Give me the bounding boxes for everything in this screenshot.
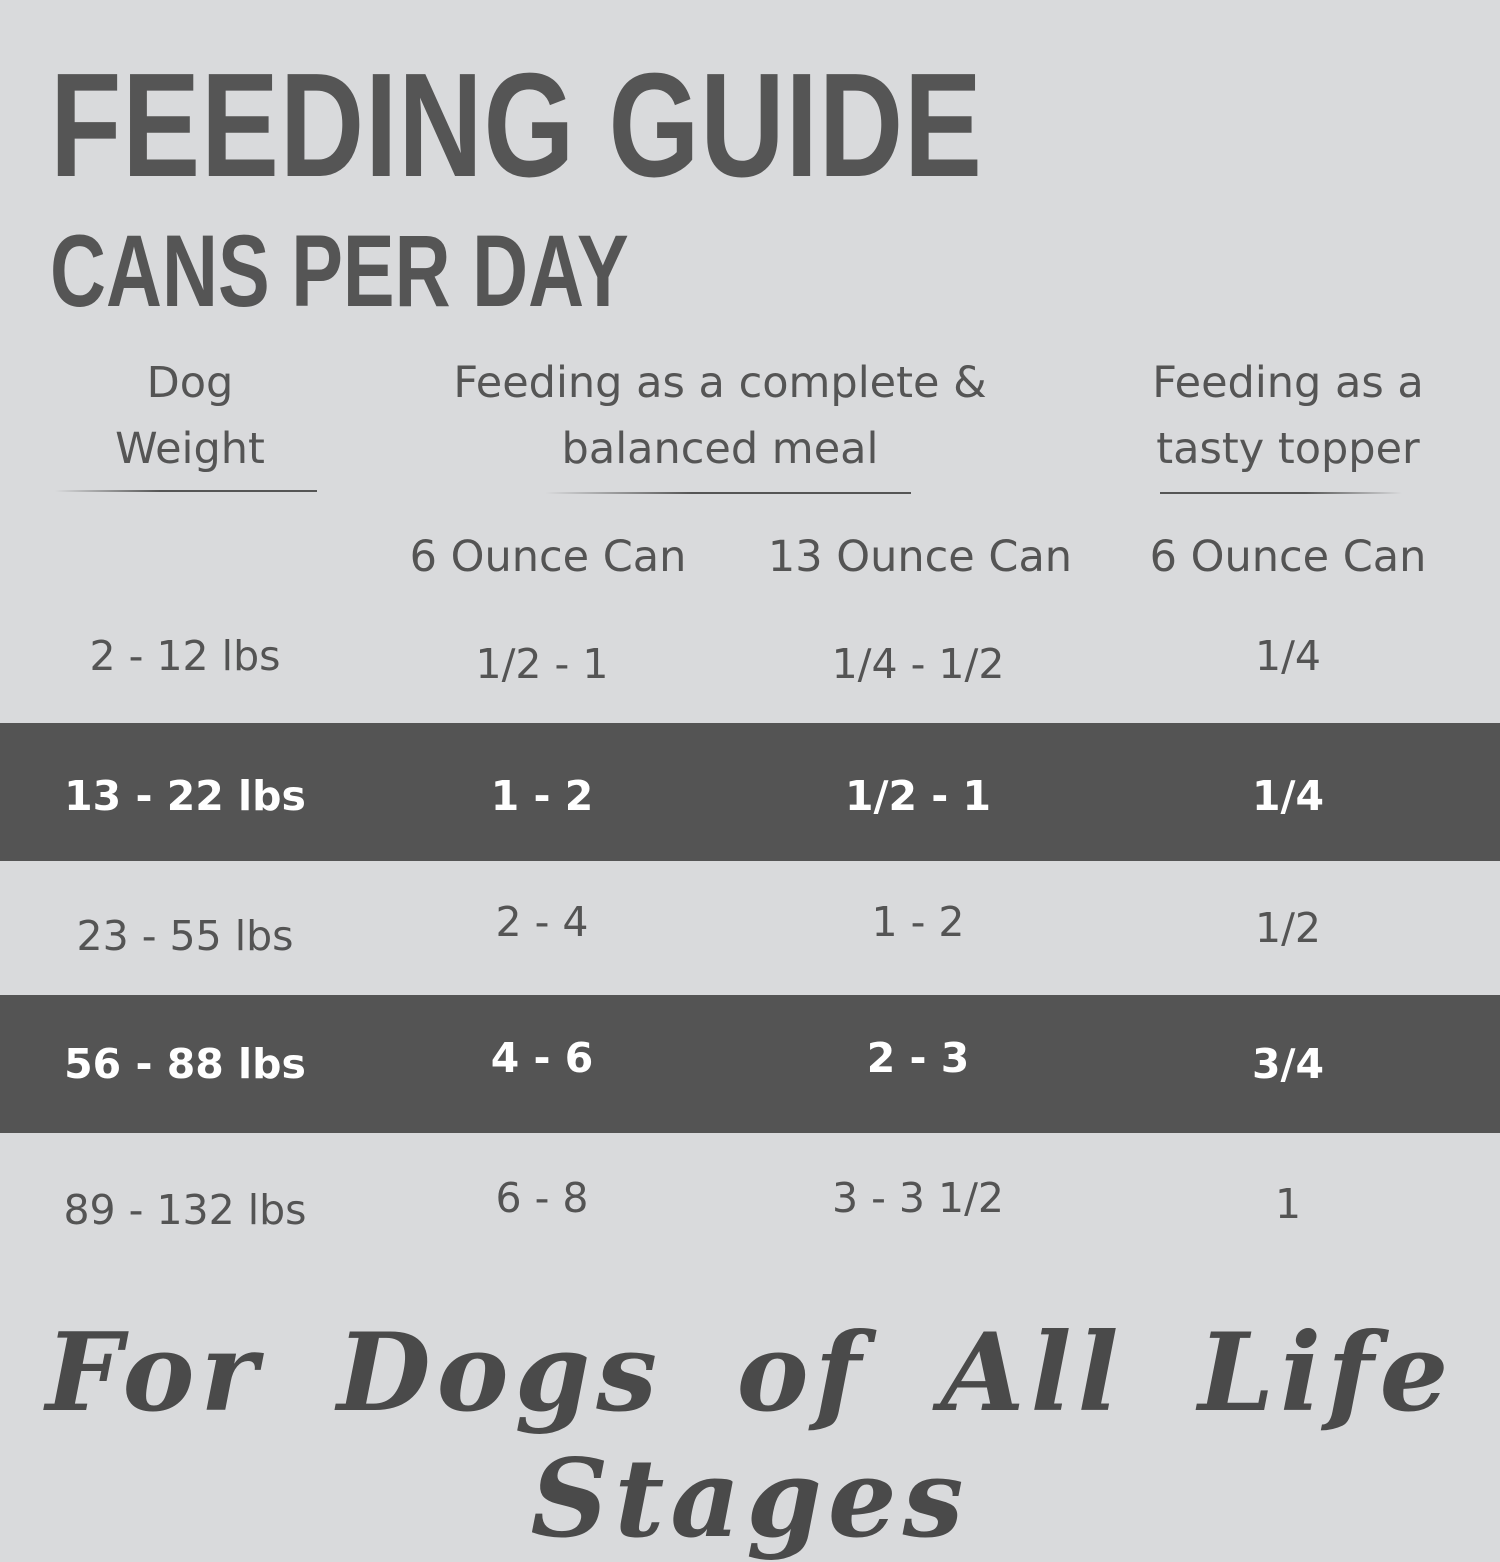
- row-band: [0, 995, 1500, 1133]
- subheader-6oz-topper: 6 Ounce Can: [1149, 532, 1427, 582]
- cell-topper-6oz: 3/4: [1251, 1040, 1325, 1088]
- header-line: Feeding as a: [1152, 358, 1424, 408]
- cell-complete-6oz: 2 - 4: [495, 898, 589, 946]
- cell-topper-6oz: 1/4: [1251, 772, 1325, 820]
- cell-weight: 2 - 12 lbs: [89, 632, 281, 680]
- header-line: Weight: [115, 424, 265, 474]
- subheader-6oz-complete: 6 Ounce Can: [409, 532, 687, 582]
- cell-topper-6oz: 1/2: [1255, 904, 1321, 952]
- cell-complete-13oz: 3 - 3 1/2: [831, 1174, 1005, 1222]
- footer-tagline: For Dogs of All Life Stages: [45, 1310, 1455, 1562]
- cell-complete-13oz: 1 - 2: [871, 898, 965, 946]
- cell-complete-6oz: 6 - 8: [495, 1174, 589, 1222]
- divider: [55, 490, 317, 492]
- divider: [545, 492, 911, 494]
- header-line: balanced meal: [561, 424, 879, 474]
- cell-weight: 89 - 132 lbs: [63, 1186, 307, 1234]
- header-dog-weight: Dog Weight: [60, 350, 320, 482]
- header-line: Dog: [146, 358, 234, 408]
- header-line: Feeding as a complete &: [453, 358, 987, 408]
- subheader-13oz-complete: 13 Ounce Can: [767, 532, 1073, 582]
- cell-topper-6oz: 1: [1274, 1180, 1302, 1228]
- header-tasty-topper: Feeding as a tasty topper: [1108, 350, 1468, 482]
- cell-weight: 56 - 88 lbs: [64, 1040, 306, 1088]
- cell-complete-13oz: 2 - 3: [866, 1034, 970, 1082]
- cell-weight: 23 - 55 lbs: [76, 912, 294, 960]
- page-subtitle: CANS PER DAY: [50, 214, 629, 328]
- cell-weight: 13 - 22 lbs: [64, 772, 306, 820]
- cell-complete-13oz: 1/2 - 1: [844, 772, 992, 820]
- cell-complete-13oz: 1/4 - 1/2: [831, 640, 1005, 688]
- divider: [1160, 492, 1402, 494]
- cell-topper-6oz: 1/4: [1255, 632, 1321, 680]
- cell-complete-6oz: 4 - 6: [490, 1034, 594, 1082]
- page-title: FEEDING GUIDE: [50, 43, 983, 208]
- header-complete-meal: Feeding as a complete & balanced meal: [420, 350, 1020, 482]
- cell-complete-6oz: 1/2 - 1: [475, 640, 609, 688]
- cell-complete-6oz: 1 - 2: [490, 772, 594, 820]
- header-line: tasty topper: [1156, 424, 1420, 474]
- row-band: [0, 723, 1500, 861]
